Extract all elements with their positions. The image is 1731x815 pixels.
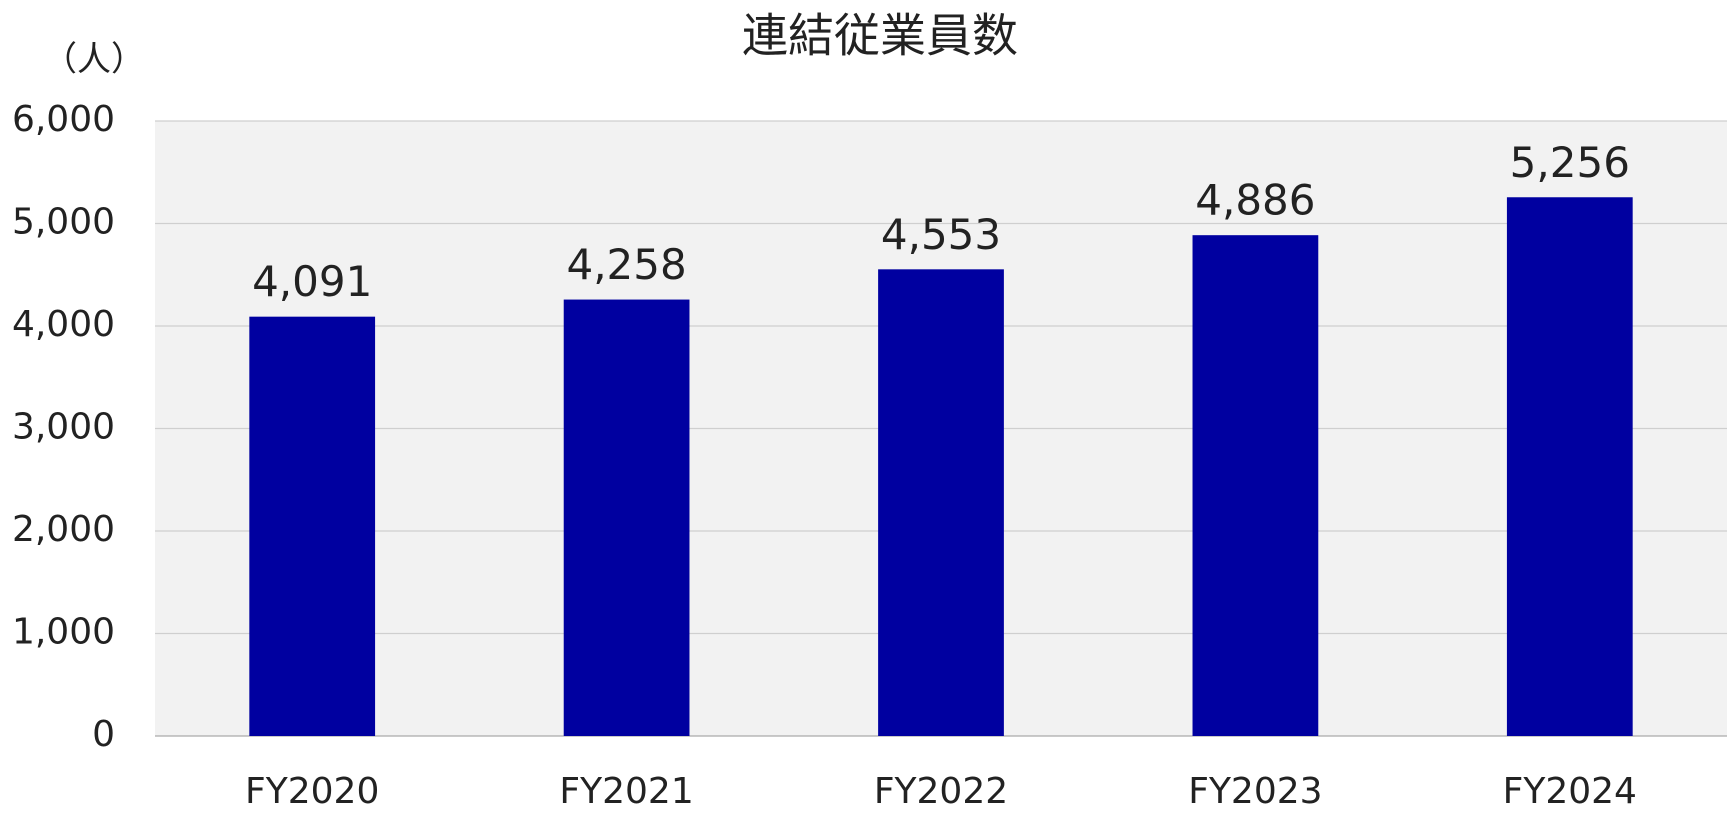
y-axis-label: （人）: [43, 40, 145, 80]
data-label: 5,256: [1510, 138, 1630, 187]
y-tick-label: 6,000: [12, 99, 115, 140]
y-tick-label: 2,000: [12, 509, 115, 550]
x-tick-label: FY2021: [559, 771, 693, 812]
data-label: 4,258: [566, 240, 686, 289]
chart-title: 連結従業員数: [742, 9, 1018, 63]
bar: [1192, 235, 1319, 736]
y-tick-label: 1,000: [12, 612, 115, 653]
bar: [878, 269, 1004, 736]
bar: [563, 299, 690, 736]
bar: [249, 316, 376, 736]
x-tick-label: FY2022: [874, 771, 1008, 812]
y-tick-label: 3,000: [12, 407, 115, 448]
x-tick-label: FY2024: [1503, 771, 1637, 812]
y-tick-label: 0: [92, 714, 115, 755]
x-tick-label: FY2023: [1188, 771, 1322, 812]
data-label: 4,091: [252, 257, 372, 306]
y-tick-label: 4,000: [12, 304, 115, 345]
bar: [1506, 197, 1633, 736]
y-tick-label: 5,000: [12, 202, 115, 243]
data-label: 4,553: [881, 210, 1001, 259]
data-label: 4,886: [1195, 176, 1315, 225]
x-tick-label: FY2020: [245, 771, 379, 812]
